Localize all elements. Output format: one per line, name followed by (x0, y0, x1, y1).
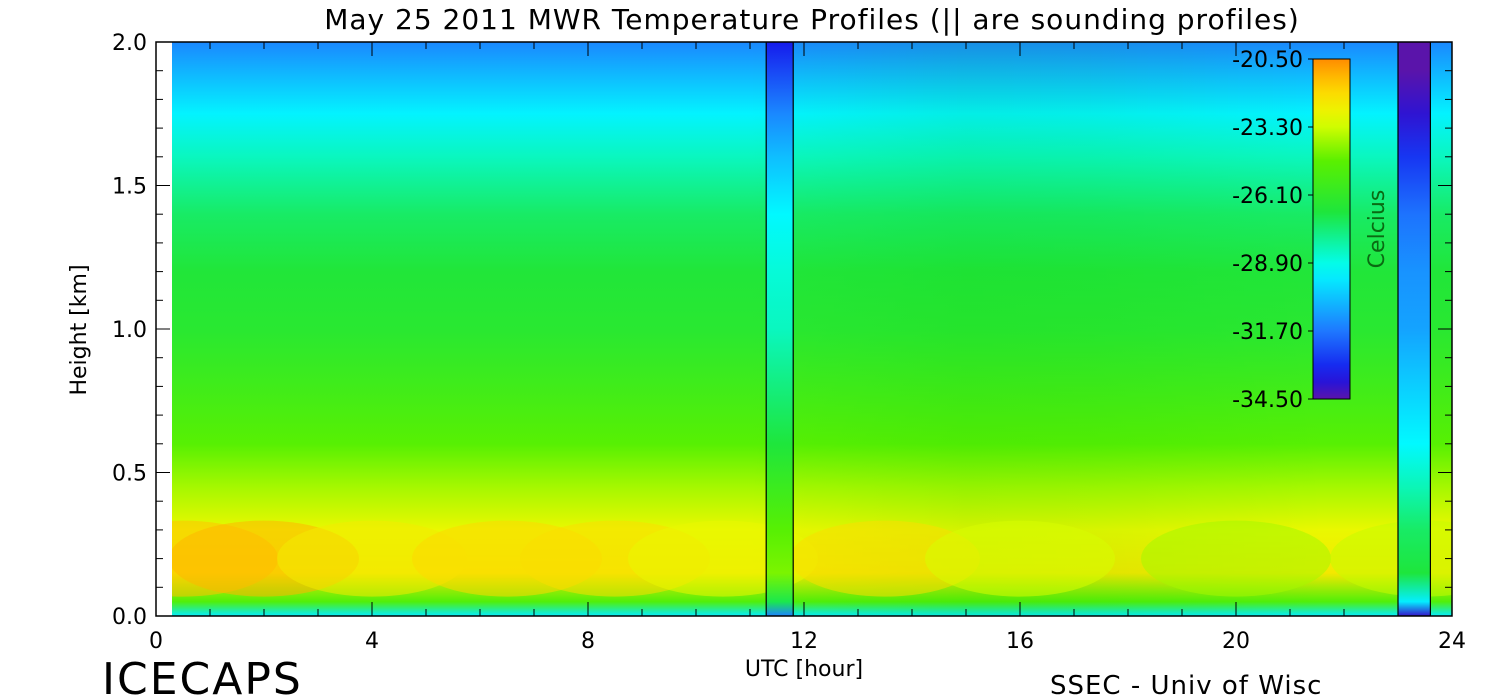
y-tick-label: 1.5 (112, 175, 147, 200)
institution-credit: SSEC - Univ of Wisc (1050, 671, 1322, 700)
x-axis: 0 4 8 12 16 20 24 (149, 42, 1466, 654)
x-tick-label: 24 (1438, 629, 1466, 654)
colorbar-label: Celcius (1365, 190, 1390, 269)
colorbar-tick-label: -31.70 (1232, 320, 1303, 345)
y-tick-label: 0.0 (112, 605, 147, 630)
sounding-profile-1 (766, 42, 794, 616)
project-name: ICECAPS (102, 654, 303, 700)
colorbar-tick-label: -20.50 (1232, 48, 1303, 73)
y-axis: 0.0 0.5 1.0 1.5 2.0 (112, 31, 1452, 630)
chart-title: May 25 2011 MWR Temperature Profiles (||… (324, 3, 1300, 36)
colorbar: -20.50 -23.30 -26.10 -28.90 -31.70 -34.50 Cel… (1232, 48, 1390, 413)
x-tick-label: 20 (1222, 629, 1250, 654)
x-tick-label: 16 (1006, 629, 1034, 654)
y-tick-label: 0.5 (112, 462, 147, 487)
colorbar-gradient (1312, 58, 1351, 400)
x-axis-label: UTC [hour] (745, 657, 863, 682)
x-tick-label: 4 (365, 629, 379, 654)
colorbar-tick-label: -28.90 (1232, 252, 1303, 277)
y-tick-label: 1.0 (112, 318, 147, 343)
colorbar-ticks: -20.50 -23.30 -26.10 -28.90 -31.70 -34.50 (1232, 48, 1313, 413)
x-tick-label: 8 (581, 629, 595, 654)
x-tick-label: 0 (149, 629, 163, 654)
y-axis-label: Height [km] (67, 264, 92, 395)
x-tick-label: 12 (790, 629, 818, 654)
plot-area (172, 42, 1452, 616)
sounding-profile-2 (1398, 42, 1431, 616)
colorbar-tick-label: -26.10 (1232, 184, 1303, 209)
colorbar-tick-label: -23.30 (1232, 116, 1303, 141)
colorbar-tick-label: -34.50 (1232, 388, 1303, 413)
y-tick-label: 2.0 (112, 31, 147, 56)
heatmap-time-variation (172, 42, 1452, 616)
sounding-profile-markers (765, 42, 1432, 616)
